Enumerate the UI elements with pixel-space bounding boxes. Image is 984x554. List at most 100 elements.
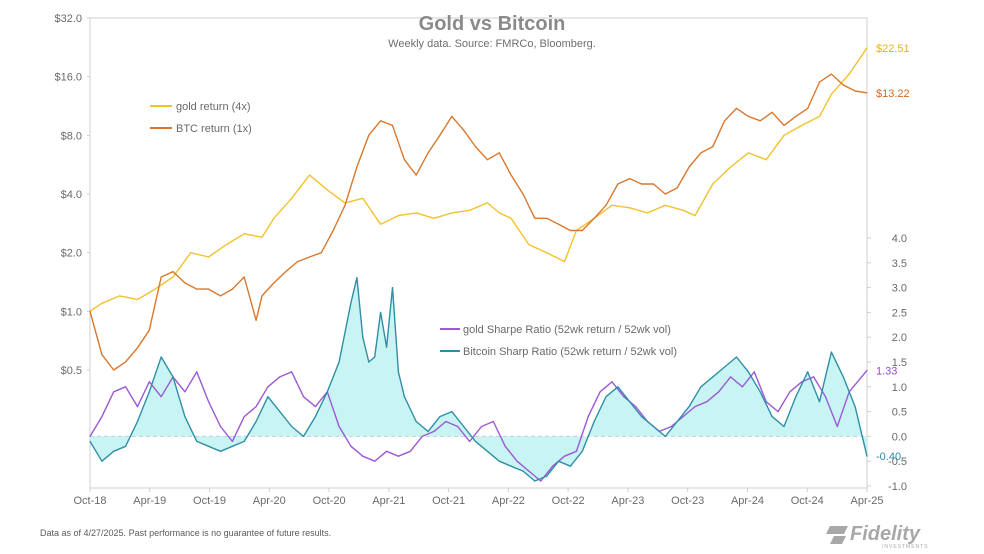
fidelity-logo: Fidelity INVESTMENTS [826,523,929,550]
btc-sharpe-line-point [172,376,174,378]
btc-sharpe-line-point [184,416,186,418]
btc-sharpe-line-point [522,470,524,472]
gold-return-line-point [486,202,488,204]
btc-sharpe-line-point [148,391,150,393]
gold-sharpe-line-point [421,435,423,437]
btc-sharpe-line-point [368,361,370,363]
btc-return-line-point [807,107,809,109]
btc-sharpe-line-point [350,301,352,304]
gold-return-line-point [172,276,174,278]
gold-return-line-point [510,217,512,219]
gold-return-line-point [469,209,471,211]
btc-sharpe-line-point [231,445,233,447]
gold-sharpe-line-point [267,386,269,388]
btc-return-line-point [522,193,524,195]
btc-return-line-point [172,271,174,273]
end-labels: $22.51 $13.22 1.33 -0.40 [876,43,910,463]
gold-sharpe-line-point [528,470,530,472]
left-axis-tick-label: $4.0 [61,189,82,201]
gold-sharpe-line-point [148,381,150,383]
btc-sharpe-line-point [830,351,833,353]
btc-sharpe-line-point [546,475,548,477]
btc-sharpe-line-point [326,391,328,393]
gold-return-line-point [546,252,548,254]
btc-return-line-point [510,174,512,176]
gold-sharpe-line-point [113,391,115,393]
x-axis-tick-label: Apr-23 [611,495,644,507]
gold-return-line-point [397,215,399,217]
btc-sharpe-line-point [593,420,595,423]
x-axis-tick-label: Oct-20 [313,495,346,507]
btc-sharpe-line-point [652,425,655,428]
btc-return-line-point [581,229,583,232]
btc-sharpe-line-point [688,406,690,408]
gold-return-line-point [646,212,649,214]
gold-return-line [89,47,868,312]
gold-sharpe-line-point [314,406,316,408]
btc-return-line-point [332,229,334,232]
legend-btc-label: BTC return (1x) [176,123,252,135]
btc-return-line-point [427,152,429,154]
gold-return-line-point [273,217,275,219]
btc-return-line-point [854,90,856,92]
x-axis-tick-label: Oct-19 [193,495,226,507]
footer-note: Data as of 4/27/2025. Past performance i… [40,528,332,538]
btc-sharpe-line-point [605,396,607,398]
gold-return-line-point [830,93,833,95]
left-axis-tick-label: $1.0 [61,306,82,318]
btc-sharpe-line-point [842,376,844,378]
right-axis-tick-label: 4.0 [892,233,907,245]
btc-sharpe-line-point [534,480,536,482]
btc-return-line-point [688,166,690,168]
btc-return-line-point [474,146,477,148]
gold-return-line-point [664,204,666,206]
gold-sharpe-line-point [611,381,613,383]
btc-sharpe-line-point [136,420,139,423]
btc-sharpe-end-label: -0.40 [876,451,901,463]
btc-return-line-point [759,120,761,122]
btc-return-line-point [842,84,844,86]
gold-return-line-point [801,124,803,126]
btc-sharpe-line-point [160,356,162,358]
x-axis-tick-label: Oct-21 [432,495,465,507]
left-axis-tick-label: $16.0 [54,72,82,84]
gold-sharpe-line-point [635,406,637,408]
btc-return-line-point [463,129,465,131]
gold-return-line-point [563,261,566,263]
gold-sharpe-line-point [587,416,589,418]
btc-sharpe-line-point [700,386,702,388]
fidelity-logo-subtext: INVESTMENTS [882,544,929,550]
btc-return-line-point [724,120,726,122]
gold-return-line-point [243,233,245,235]
gold-sharpe-line-point [291,371,293,373]
btc-return-line-point [320,252,322,254]
gold-return-line-point [783,134,785,136]
gold-return-line-point [866,47,868,49]
gold-sharpe-end-label: 1.33 [876,365,897,377]
gold-return-line-point [136,298,139,301]
gold-sharpe-line-point [433,430,435,432]
legend-bottom: gold Sharpe Ratio (52wk return / 52wk vo… [440,324,677,358]
btc-return-line-point [255,319,257,321]
left-axis-tick-label: $32.0 [54,13,82,25]
btc-sharpe-line-point [439,416,441,418]
right-axis-tick-label: 3.5 [892,258,907,270]
btc-return-line-point [818,81,821,83]
gold-sharpe-line-point [552,465,554,467]
btc-return-line-point [605,204,607,206]
btc-sharpe-area [90,277,867,481]
btc-sharpe-line-point [89,440,91,442]
btc-sharpe-line-point [581,450,583,452]
chart-title: Gold vs Bitcoin [419,13,566,35]
left-axis-tick-label: $2.0 [61,248,82,260]
right-axis-tick-label: 2.5 [892,307,907,319]
btc-return-line-point [546,217,548,219]
gold-sharpe-line-point [824,396,827,398]
gold-sharpe-line-point [836,425,838,428]
btc-return-line-point [196,288,198,290]
gold-return-line-point [362,197,364,199]
btc-return-line-point [415,174,417,176]
gold-sharpe-line-point [255,406,257,408]
fidelity-logo-text: Fidelity [850,523,921,545]
